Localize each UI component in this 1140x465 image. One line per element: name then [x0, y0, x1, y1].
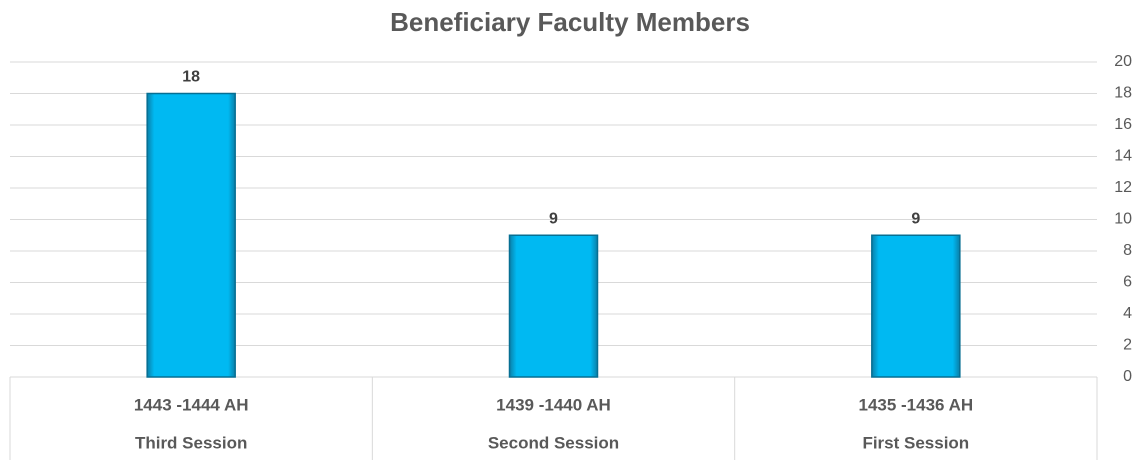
- y-tick-label: 6: [1123, 274, 1132, 291]
- y-tick-label: 0: [1123, 368, 1132, 385]
- x-tick-label: 1435 -1436 AH: [858, 395, 973, 414]
- y-tick-label: 20: [1114, 53, 1132, 70]
- chart-title: Beneficiary Faculty Members: [390, 7, 750, 37]
- bar: [146, 92, 236, 378]
- x-tick-label: Second Session: [488, 433, 619, 452]
- x-tick-label: 1439 -1440 AH: [496, 395, 611, 414]
- value-label: 9: [549, 210, 558, 227]
- bar: [508, 234, 599, 378]
- x-tick-label: Third Session: [135, 433, 247, 452]
- value-label: 18: [182, 69, 200, 86]
- y-tick-label: 16: [1114, 116, 1132, 133]
- y-tick-label: 14: [1114, 148, 1132, 165]
- y-tick-label: 10: [1114, 211, 1132, 228]
- y-tick-label: 18: [1114, 85, 1132, 102]
- y-tick-label: 8: [1123, 242, 1132, 259]
- x-tick-label: 1443 -1444 AH: [134, 395, 249, 414]
- value-label: 9: [911, 210, 920, 227]
- y-tick-label: 12: [1114, 179, 1132, 196]
- y-tick-label: 2: [1123, 337, 1132, 354]
- bar: [871, 234, 961, 378]
- x-tick-label: First Session: [862, 433, 969, 452]
- y-tick-label: 4: [1123, 305, 1132, 322]
